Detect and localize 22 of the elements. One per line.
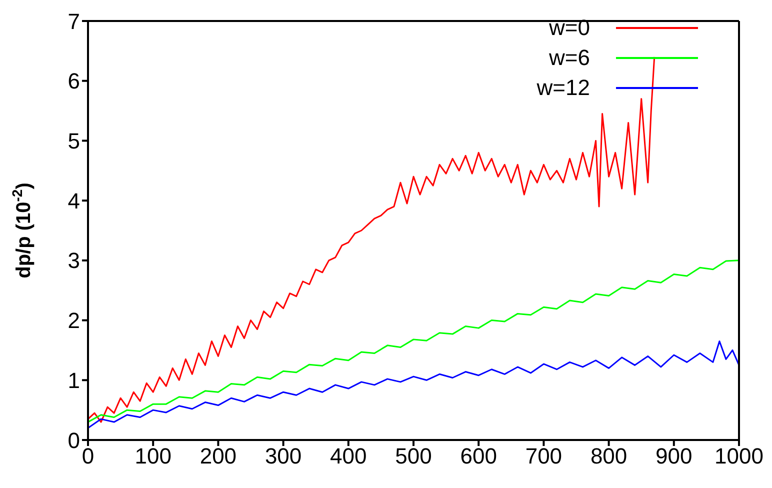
x-tick-label: 400 <box>330 444 367 469</box>
x-tick-label: 200 <box>200 444 237 469</box>
x-tick-label: 500 <box>395 444 432 469</box>
x-tick-label: 600 <box>460 444 497 469</box>
y-tick-label: 5 <box>68 128 80 154</box>
x-tick-label: 700 <box>525 444 562 469</box>
x-tick-label: 300 <box>264 444 302 469</box>
x-tick-label: 1000 <box>714 444 764 469</box>
y-tick-label: 4 <box>68 188 80 214</box>
y-tick-label: 0 <box>68 428 80 453</box>
y-tick-label: 3 <box>68 248 80 274</box>
legend-label: w=12 <box>536 74 590 102</box>
x-tick-label: 100 <box>134 444 172 469</box>
legend-label: w=6 <box>549 44 590 72</box>
y-tick-label: 2 <box>68 308 80 334</box>
y-tick-label: 1 <box>68 368 80 393</box>
line-series <box>88 340 739 429</box>
y-tick-label: 7 <box>68 8 80 34</box>
y-tick-label: 6 <box>68 68 80 94</box>
line-series <box>88 260 739 423</box>
x-tick-label: 900 <box>656 444 692 469</box>
x-tick-label: 800 <box>590 444 628 469</box>
